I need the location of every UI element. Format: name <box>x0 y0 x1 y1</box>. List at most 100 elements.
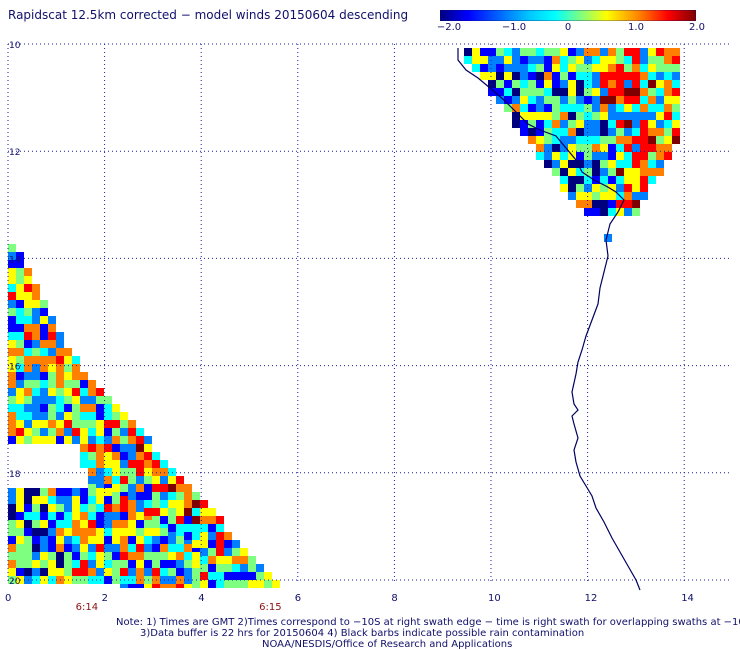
swath-cell <box>560 120 568 128</box>
swath-cell <box>272 580 280 588</box>
swath-cell <box>128 544 136 552</box>
swath-cell <box>56 380 64 388</box>
swath-cell <box>664 104 672 112</box>
swath-cell <box>256 580 264 588</box>
swath-cell <box>672 56 680 64</box>
swath-cell <box>160 552 168 560</box>
swath-cell <box>640 128 648 136</box>
swath-cell <box>24 560 32 568</box>
swath-cell <box>88 504 96 512</box>
swath-cell <box>40 496 48 504</box>
swath-cell <box>256 564 264 572</box>
swath-cell <box>16 560 24 568</box>
swath-cell <box>504 96 512 104</box>
swath-cell <box>648 168 656 176</box>
swath-cell <box>136 428 144 436</box>
swath-cell <box>112 536 120 544</box>
x-tick-label: 14 <box>681 593 694 604</box>
swath-cell <box>16 388 24 396</box>
swath-cell <box>40 308 48 316</box>
swath-cell <box>616 120 624 128</box>
swath-cell <box>96 560 104 568</box>
swath-cell <box>8 520 16 528</box>
swath-cell <box>544 160 552 168</box>
swath-cell <box>136 484 144 492</box>
swath-cell <box>56 436 64 444</box>
swath-cell <box>112 444 120 452</box>
swath-cell <box>24 568 32 576</box>
swath-cell <box>8 528 16 536</box>
swath-cell <box>528 96 536 104</box>
swath-cell <box>568 184 576 192</box>
swath-cell <box>8 252 16 260</box>
swath-cell <box>152 544 160 552</box>
swath-cell <box>664 80 672 88</box>
swath-cell <box>96 476 104 484</box>
swath-cell <box>600 168 608 176</box>
swath-cell <box>520 96 528 104</box>
swath-cell <box>160 528 168 536</box>
swath-cell <box>24 504 32 512</box>
swath-cell <box>96 388 104 396</box>
swath-cell <box>64 488 72 496</box>
swath-cell <box>656 168 664 176</box>
swath-cell <box>24 528 32 536</box>
swath-cell <box>32 528 40 536</box>
swath-cell <box>72 364 80 372</box>
swath-cell <box>64 520 72 528</box>
swath-cell <box>624 176 632 184</box>
swath-cell <box>264 580 272 588</box>
swath-cell <box>568 72 576 80</box>
swath-cell <box>144 468 152 476</box>
swath-cell <box>656 56 664 64</box>
swath-cell <box>640 80 648 88</box>
swath-cell <box>56 412 64 420</box>
swath-cell <box>544 72 552 80</box>
swath-cell <box>632 80 640 88</box>
swath-cell <box>40 412 48 420</box>
swath-cell <box>640 144 648 152</box>
swath-cell <box>632 128 640 136</box>
swath-cell <box>8 512 16 520</box>
swath-cell <box>8 404 16 412</box>
swath-cell <box>8 496 16 504</box>
swath-cell <box>24 284 32 292</box>
swath-cell <box>32 412 40 420</box>
swath-cell <box>88 476 96 484</box>
swath-cell <box>504 72 512 80</box>
swath-cell <box>72 420 80 428</box>
swath-cell <box>88 388 96 396</box>
swath-cell <box>40 520 48 528</box>
swath-cell <box>120 484 128 492</box>
swath-cell <box>104 404 112 412</box>
swath-cell <box>528 48 536 56</box>
swath-cell <box>560 184 568 192</box>
swath-cell <box>16 308 24 316</box>
swath-cell <box>608 56 616 64</box>
swath-cell <box>232 564 240 572</box>
swath-cell <box>48 412 56 420</box>
swath-cell <box>128 492 136 500</box>
swath-cell <box>88 488 96 496</box>
swath-cell <box>208 564 216 572</box>
swath-cell <box>48 420 56 428</box>
swath-cell <box>656 72 664 80</box>
swath-cell <box>88 412 96 420</box>
swath-cell <box>624 120 632 128</box>
swath-cell <box>80 388 88 396</box>
swath-cell <box>656 80 664 88</box>
swath-cell <box>40 356 48 364</box>
swath-cell <box>48 568 56 576</box>
swath-cell <box>8 364 16 372</box>
swath-cell <box>632 160 640 168</box>
swath-cell <box>152 568 160 576</box>
swath-cell <box>80 436 88 444</box>
swath-cell <box>8 504 16 512</box>
swath-cell <box>16 332 24 340</box>
swath-cell <box>56 428 64 436</box>
swath-cell <box>480 56 488 64</box>
swath-cell <box>528 120 536 128</box>
swath-cell <box>168 508 176 516</box>
swath-cell <box>608 184 616 192</box>
